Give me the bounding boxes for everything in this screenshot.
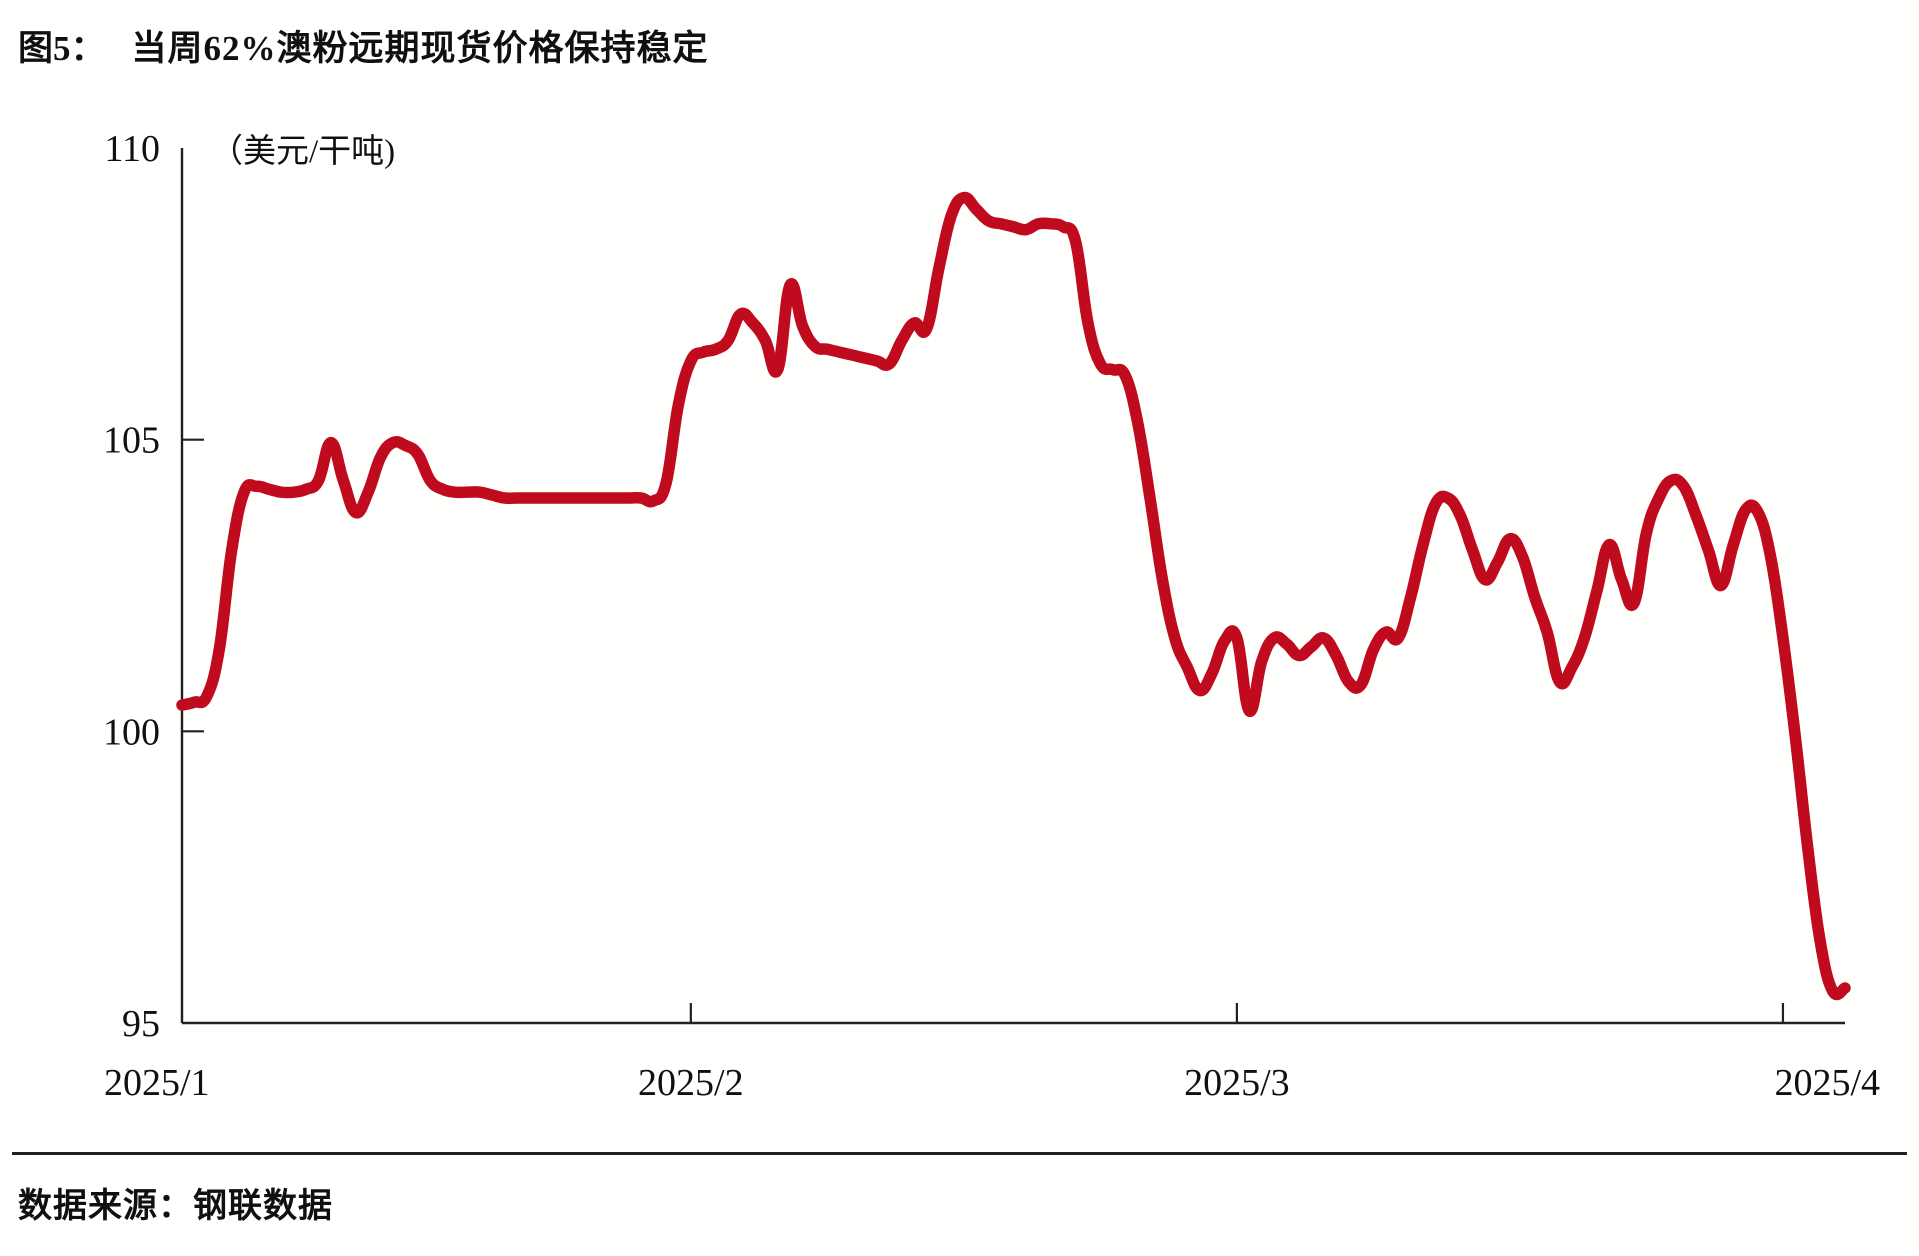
footer-divider (12, 1152, 1907, 1155)
source-row: 数据来源：钢联数据 (18, 1175, 333, 1229)
x-tick-label: 2025/1 (104, 1062, 210, 1104)
line-chart: 110 105 100 95 2025/1 2025/2 2025/3 2025/4 （美元… (103, 128, 1880, 1104)
y-tick-label: 100 (103, 711, 160, 753)
data-source-label: 数据来源：钢联数据 (18, 1187, 333, 1225)
figure-number-label: 图5： (18, 28, 106, 68)
x-axis-tick-labels: 2025/1 2025/2 2025/3 2025/4 (104, 1062, 1880, 1104)
y-axis-tick-labels: 110 105 100 95 (103, 128, 160, 1045)
chart-series-group (176, 191, 1851, 1001)
chart-plot-area: 110 105 100 95 2025/1 2025/2 2025/3 2025/4 （美元… (0, 86, 1919, 1116)
page-title: 当周62%澳粉远期现货价格保持稳定 (131, 28, 709, 68)
series-line-price (176, 191, 1851, 1001)
x-axis-ticks (689, 1003, 1785, 1023)
y-tick-label: 110 (104, 128, 160, 170)
x-tick-label: 2025/2 (638, 1062, 744, 1104)
x-tick-label: 2025/3 (1184, 1062, 1290, 1104)
x-tick-label: 2025/4 (1774, 1062, 1880, 1104)
y-axis-unit-label: （美元/干吨) (210, 133, 395, 170)
y-tick-label: 95 (122, 1003, 160, 1045)
y-tick-label: 105 (103, 420, 160, 462)
y-axis-ticks (182, 438, 204, 733)
figure-title-row: 图5： 当周62%澳粉远期现货价格保持稳定 (18, 16, 1898, 74)
chart-axes (180, 148, 1845, 1025)
